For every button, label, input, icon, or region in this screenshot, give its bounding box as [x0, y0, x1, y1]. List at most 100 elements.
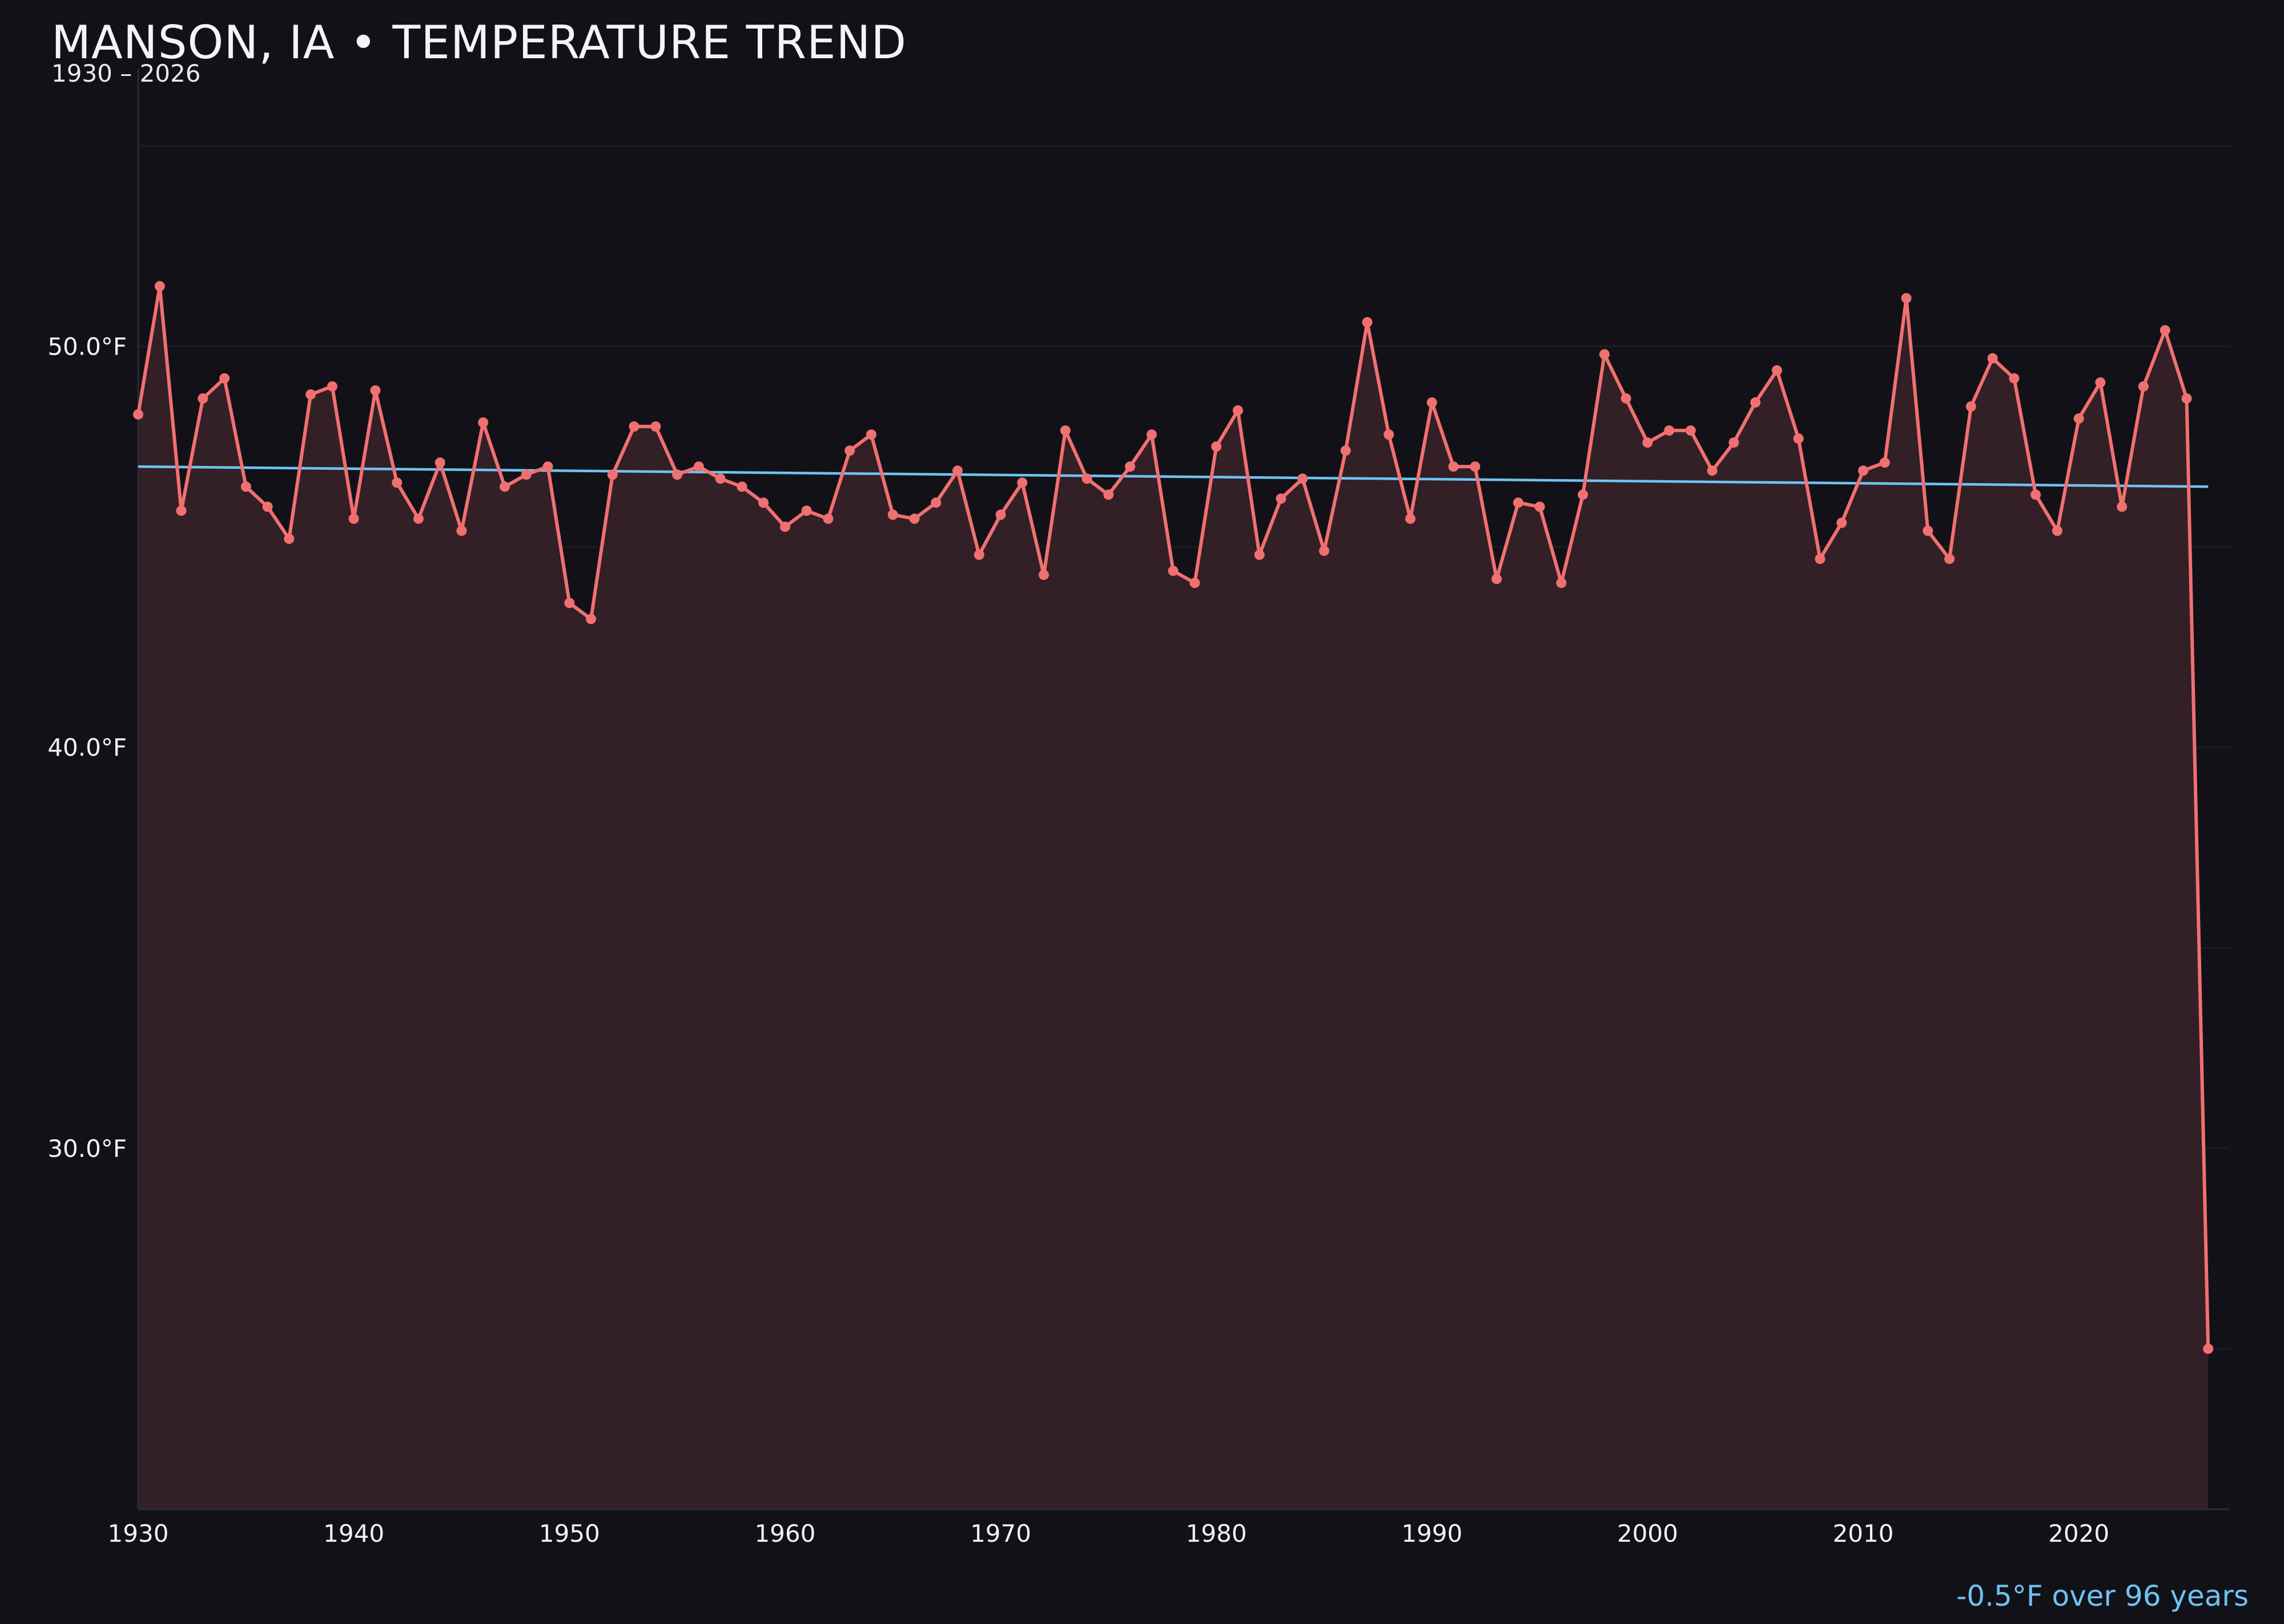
- data-point-2004: [1728, 437, 1739, 448]
- data-point-1998: [1599, 349, 1610, 360]
- data-point-1999: [1620, 393, 1631, 404]
- data-point-1983: [1276, 493, 1286, 504]
- data-point-1951: [586, 614, 596, 624]
- data-point-1976: [1125, 461, 1136, 472]
- data-point-1957: [715, 473, 726, 484]
- data-point-1952: [607, 469, 618, 480]
- data-point-1975: [1103, 489, 1114, 500]
- data-point-1949: [542, 461, 553, 472]
- data-point-2006: [1772, 365, 1782, 376]
- data-point-1967: [931, 497, 942, 508]
- data-point-1947: [500, 481, 510, 492]
- temperature-area-fill: [138, 286, 2209, 1509]
- data-point-2016: [1987, 353, 1998, 364]
- data-point-2005: [1750, 397, 1761, 408]
- y-tick-label-30: 30.0°F: [47, 1135, 127, 1163]
- x-tick-label-1940: 1940: [323, 1520, 384, 1547]
- data-point-1977: [1146, 429, 1157, 440]
- data-point-2026: [2203, 1344, 2214, 1354]
- data-point-2021: [2095, 377, 2106, 388]
- x-tick-label-2010: 2010: [1833, 1520, 1894, 1547]
- data-point-1990: [1426, 397, 1437, 408]
- trend-layer: [138, 465, 2209, 488]
- data-point-1986: [1340, 445, 1351, 456]
- data-point-1970: [995, 509, 1006, 520]
- data-point-1971: [1017, 477, 1028, 488]
- y-tick-label-50: 50.0°F: [47, 332, 127, 360]
- y-tick-label-40: 40.0°F: [47, 734, 127, 762]
- data-point-2025: [2181, 393, 2192, 404]
- data-point-1950: [564, 597, 575, 608]
- x-tick-label-2000: 2000: [1617, 1520, 1678, 1547]
- trend-summary: -0.5°F over 96 years: [1956, 1579, 2249, 1613]
- data-point-2001: [1664, 425, 1675, 436]
- data-point-1991: [1448, 461, 1459, 472]
- data-point-1980: [1211, 441, 1222, 452]
- data-point-1932: [176, 505, 187, 516]
- x-tick-label-2020: 2020: [2048, 1520, 2109, 1547]
- data-point-1966: [909, 513, 920, 524]
- data-point-1969: [974, 549, 984, 560]
- data-point-1982: [1254, 549, 1265, 560]
- data-point-2020: [2073, 413, 2084, 424]
- data-point-1935: [240, 481, 251, 492]
- data-point-2008: [1815, 553, 1825, 564]
- data-point-2007: [1793, 433, 1804, 444]
- data-point-1978: [1168, 565, 1179, 576]
- x-tick-label-1930: 1930: [108, 1520, 169, 1547]
- data-point-1953: [629, 421, 640, 432]
- data-point-2000: [1642, 437, 1653, 448]
- data-point-1933: [198, 393, 208, 404]
- data-point-2002: [1685, 425, 1696, 436]
- data-point-1968: [952, 465, 963, 476]
- data-point-2017: [2009, 373, 2020, 384]
- data-point-1941: [370, 385, 381, 396]
- data-point-1993: [1491, 573, 1502, 584]
- data-point-1997: [1578, 489, 1589, 500]
- data-point-1959: [758, 497, 769, 508]
- data-point-1937: [284, 533, 295, 544]
- data-point-1961: [801, 505, 812, 516]
- data-point-1973: [1060, 425, 1071, 436]
- data-point-2012: [1901, 293, 1912, 304]
- data-point-2010: [1858, 465, 1868, 476]
- data-point-1960: [779, 521, 790, 532]
- data-point-1931: [154, 281, 165, 292]
- data-point-1944: [435, 457, 445, 468]
- x-tick-label-1950: 1950: [539, 1520, 600, 1547]
- data-point-1930: [133, 409, 143, 420]
- data-point-1987: [1362, 317, 1373, 328]
- data-point-1939: [327, 381, 337, 392]
- data-point-1954: [650, 421, 661, 432]
- data-point-2022: [2117, 501, 2128, 512]
- data-point-2018: [2030, 489, 2041, 500]
- tick-labels: 1930 1940 1950 1960 1970 1980 1990 2000 2010 2020…: [47, 332, 2109, 1547]
- data-point-2011: [1879, 457, 1890, 468]
- data-point-2024: [2160, 325, 2170, 336]
- x-tick-label-1970: 1970: [970, 1520, 1031, 1547]
- data-point-2013: [1923, 525, 1933, 536]
- data-point-1995: [1534, 501, 1545, 512]
- data-point-1945: [456, 525, 467, 536]
- series-layer: [133, 281, 2214, 1354]
- data-point-1988: [1384, 429, 1394, 440]
- data-point-1994: [1513, 497, 1523, 508]
- data-point-1958: [737, 481, 747, 492]
- data-point-2009: [1836, 517, 1847, 528]
- data-point-1940: [348, 513, 359, 524]
- data-point-1955: [672, 469, 683, 480]
- chart-subtitle: 1930 – 2026: [51, 59, 201, 87]
- data-point-1946: [478, 417, 489, 428]
- data-point-1979: [1189, 577, 1200, 588]
- data-point-1936: [262, 501, 273, 512]
- trend-line: [138, 465, 2209, 488]
- data-point-1963: [845, 445, 855, 456]
- x-tick-label-1990: 1990: [1401, 1520, 1462, 1547]
- x-tick-label-1980: 1980: [1186, 1520, 1247, 1547]
- data-point-1942: [392, 477, 403, 488]
- data-point-1943: [413, 513, 424, 524]
- data-point-2003: [1707, 465, 1718, 476]
- data-point-1981: [1232, 405, 1243, 416]
- data-point-1974: [1081, 473, 1092, 484]
